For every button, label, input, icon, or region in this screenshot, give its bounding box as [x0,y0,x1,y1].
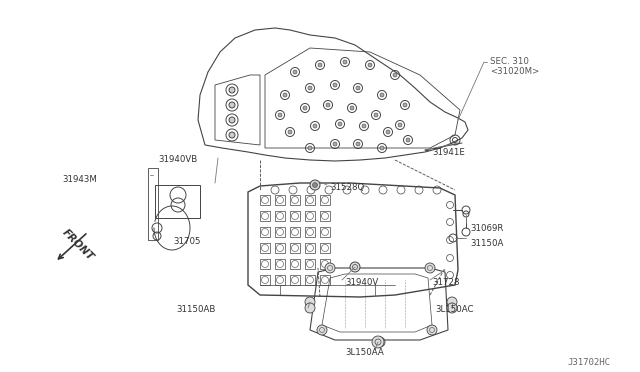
Bar [320,211,330,221]
Circle shape [447,297,457,307]
Text: SEC. 310: SEC. 310 [490,57,529,66]
Circle shape [372,336,384,348]
Circle shape [427,325,437,335]
Circle shape [326,103,330,107]
Circle shape [318,63,322,67]
Bar [260,211,270,221]
Bar [275,243,285,253]
Text: 31940V: 31940V [345,278,378,287]
Text: 31943M: 31943M [62,175,97,184]
Circle shape [305,303,315,313]
Text: 3L150AC: 3L150AC [435,305,474,314]
Bar [320,195,330,205]
Circle shape [308,86,312,90]
Text: 31941E: 31941E [432,148,465,157]
Circle shape [317,325,327,335]
Bar [305,227,315,237]
Circle shape [425,263,435,273]
Circle shape [398,123,402,127]
Bar [290,243,300,253]
Bar [305,259,315,269]
Circle shape [325,263,335,273]
Circle shape [229,132,235,138]
Circle shape [229,87,235,93]
Circle shape [312,183,317,187]
Circle shape [333,142,337,146]
Text: 31150A: 31150A [470,239,504,248]
Text: 31940VB: 31940VB [158,155,197,164]
Bar [275,227,285,237]
Circle shape [350,262,360,272]
Circle shape [362,124,366,128]
Bar [290,259,300,269]
Text: 31728: 31728 [432,278,460,287]
Bar [260,195,270,205]
Bar [290,211,300,221]
Circle shape [305,297,315,307]
Bar [260,259,270,269]
Circle shape [333,83,337,87]
Bar [320,243,330,253]
Text: 3L150AA: 3L150AA [345,348,384,357]
Circle shape [380,93,384,97]
Bar [275,211,285,221]
Circle shape [368,63,372,67]
Circle shape [313,124,317,128]
Circle shape [356,142,360,146]
Bar [260,227,270,237]
Text: <31020M>: <31020M> [490,67,540,76]
Bar [275,195,285,205]
Circle shape [406,138,410,142]
Circle shape [308,146,312,150]
Circle shape [447,303,457,313]
Bar [305,275,315,285]
Circle shape [303,106,307,110]
Circle shape [283,93,287,97]
Bar [275,275,285,285]
Bar [305,195,315,205]
Circle shape [403,103,407,107]
Circle shape [356,86,360,90]
Circle shape [288,130,292,134]
Bar [320,275,330,285]
Circle shape [386,130,390,134]
Bar [305,211,315,221]
Bar [290,227,300,237]
Text: FRONT: FRONT [60,227,95,263]
Circle shape [229,117,235,123]
Circle shape [350,106,354,110]
Circle shape [293,70,297,74]
Text: 31069R: 31069R [470,224,504,233]
Circle shape [338,122,342,126]
Text: J31702HC: J31702HC [567,358,610,367]
Circle shape [310,180,320,190]
Text: 31150AB: 31150AB [176,305,216,314]
Bar [320,227,330,237]
Circle shape [278,113,282,117]
Circle shape [393,73,397,77]
Bar [290,275,300,285]
Circle shape [380,146,384,150]
Bar [260,243,270,253]
Text: 31528Q: 31528Q [330,183,364,192]
Text: 31705: 31705 [173,237,200,246]
Bar [290,195,300,205]
Circle shape [343,60,347,64]
Circle shape [374,113,378,117]
Bar [320,259,330,269]
Bar [305,243,315,253]
Bar [260,275,270,285]
Circle shape [375,337,385,347]
Circle shape [229,102,235,108]
Bar [275,259,285,269]
